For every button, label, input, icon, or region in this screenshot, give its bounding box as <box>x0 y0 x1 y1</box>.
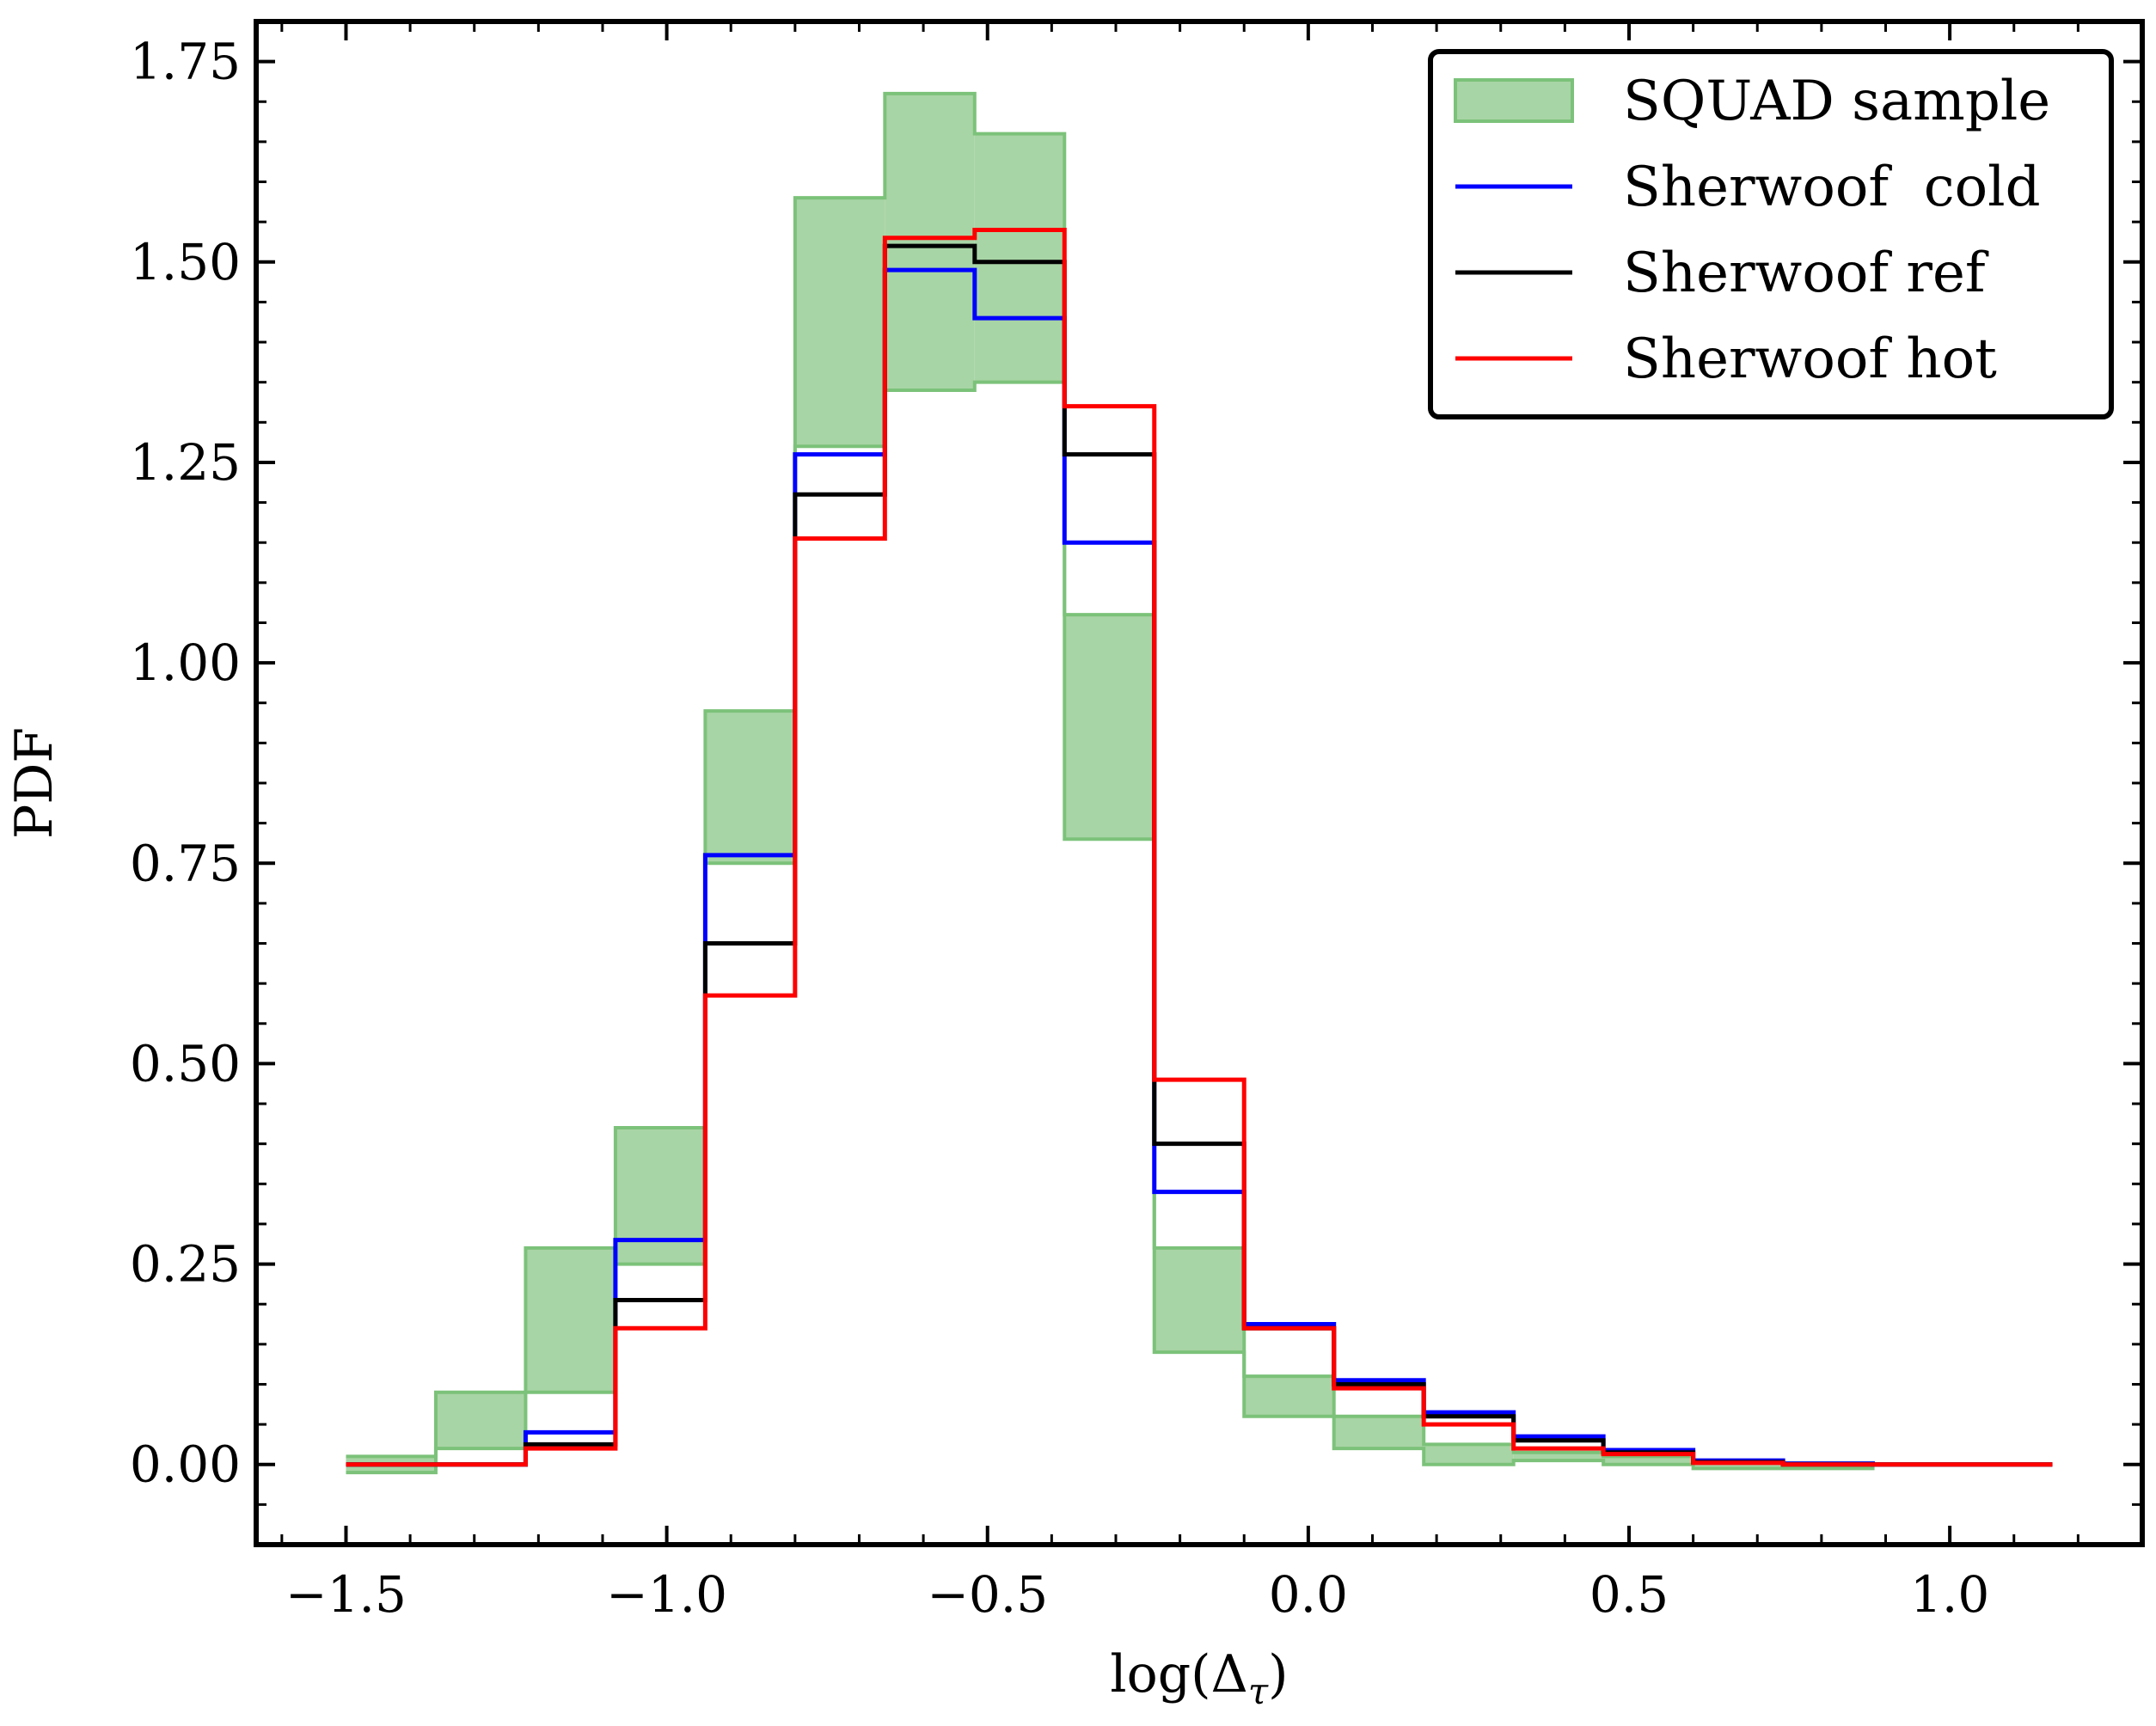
x-axis-label: log(Δτ) <box>1110 1644 1288 1712</box>
plot-frame <box>254 19 2145 1547</box>
legend: SQUAD sample Sherwoof cold Sherwoof ref … <box>1428 49 2114 419</box>
legend-swatch-squad <box>1454 78 1574 123</box>
legend-label-cold: Sherwoof cold <box>1623 156 2041 219</box>
y-tick-label: 1.75 <box>130 33 241 91</box>
y-axis-label: PDF <box>4 727 64 839</box>
legend-label-hot: Sherwoof hot <box>1623 327 1997 391</box>
y-tick-label: 1.00 <box>130 633 241 692</box>
y-tick-label: 0.50 <box>130 1034 241 1093</box>
band-bin <box>1333 1416 1424 1449</box>
band-bin <box>615 1128 706 1264</box>
band-bin <box>794 198 885 447</box>
band-bin <box>705 711 795 864</box>
legend-label-ref: Sherwoof ref <box>1623 242 1989 305</box>
band-bin <box>1244 1376 1334 1417</box>
y-tick-label: 1.25 <box>130 433 241 492</box>
band-bin <box>1603 1456 1694 1465</box>
y-tick-label: 0.00 <box>130 1435 241 1494</box>
axis-ticks: −1.5 −1.0 −0.5 0.0 0.5 1.0 0.00 0.25 0.50 0.75 1.0… <box>130 20 2144 1624</box>
plot-area <box>346 91 2053 1475</box>
band-bin <box>1513 1452 1604 1461</box>
series-line-hot <box>346 227 2053 1467</box>
x-tick-label: 1.0 <box>1910 1565 1989 1624</box>
y-tick-label: 1.50 <box>130 233 241 291</box>
legend-box <box>1428 49 2114 419</box>
x-tick-label: −1.0 <box>606 1565 727 1624</box>
x-tick-label: 0.5 <box>1589 1565 1669 1624</box>
x-tick-label: −0.5 <box>927 1565 1048 1624</box>
band-bin <box>1424 1444 1514 1465</box>
band-bin <box>1154 1247 1245 1353</box>
legend-label-squad: SQUAD sample <box>1623 70 2050 133</box>
x-tick-label: −1.5 <box>285 1565 407 1624</box>
band-bin <box>1064 615 1155 840</box>
band-bin <box>525 1247 616 1392</box>
band-bin <box>974 133 1065 383</box>
y-tick-label: 0.75 <box>130 834 241 892</box>
band-bin <box>435 1392 526 1449</box>
y-tick-label: 0.25 <box>130 1235 241 1294</box>
band-bin <box>885 93 975 391</box>
x-tick-label: 0.0 <box>1269 1565 1348 1624</box>
